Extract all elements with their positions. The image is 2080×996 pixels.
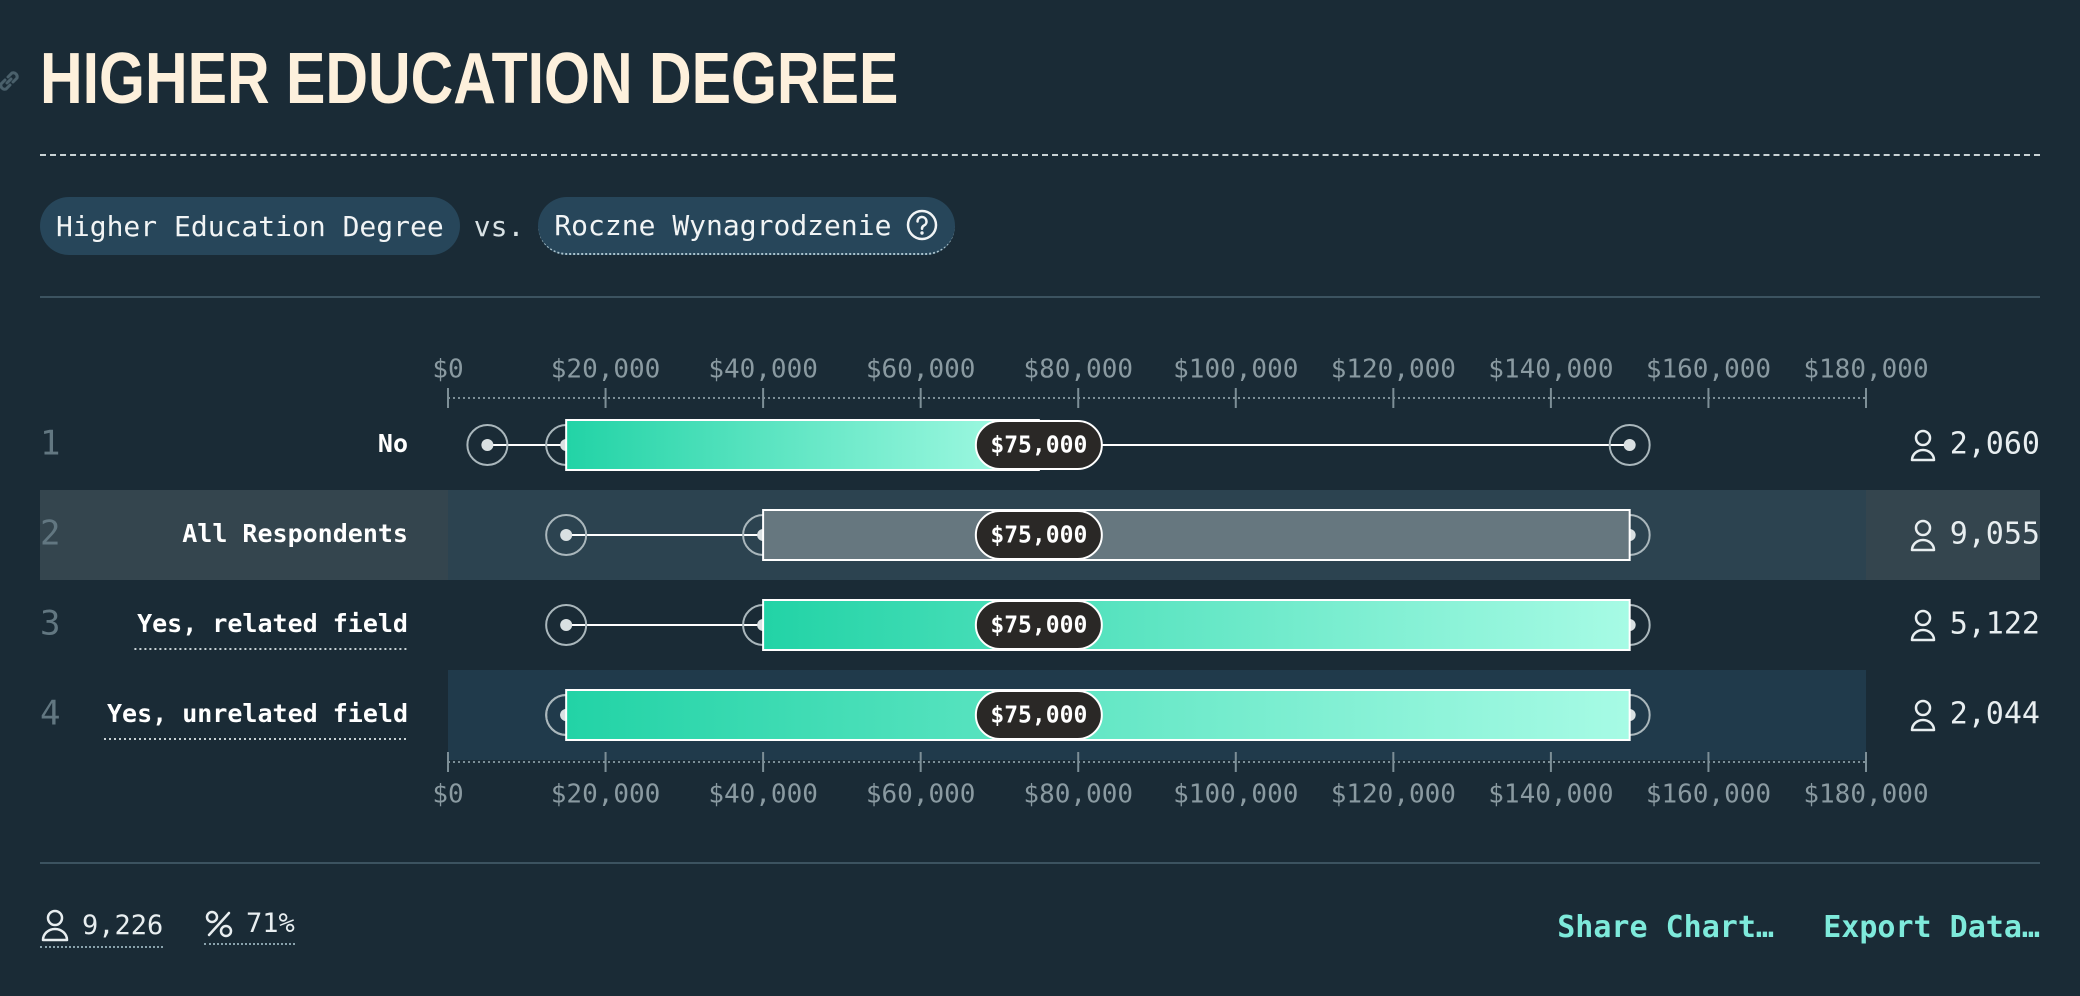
whisker-low-marker [466, 424, 509, 466]
person-icon-body [1910, 538, 1936, 552]
x-tick-label: $160,000 [1646, 355, 1771, 385]
person-icon-head [1914, 519, 1932, 537]
x-tick-label: $180,000 [1803, 780, 1928, 810]
row-rank: 1 [40, 424, 60, 464]
person-icon [1910, 609, 1936, 642]
footer-divider [40, 862, 2040, 864]
chart-row[interactable]: 3 Yes, related field $75,000 5,122 [40, 599, 2040, 651]
row-rank: 4 [40, 694, 60, 734]
x-tick-label: $100,000 [1173, 355, 1298, 385]
person-icon [41, 909, 69, 942]
chart-row[interactable]: 1 No $75,000 2,060 [40, 419, 2040, 471]
person-icon-head [1914, 699, 1932, 717]
median-badge[interactable] [974, 690, 1103, 740]
row-label: All Respondents [182, 519, 408, 548]
x-tick-label: $80,000 [1023, 780, 1133, 810]
x-tick-label: $120,000 [1331, 780, 1456, 810]
row-band-label [40, 490, 448, 580]
row-count: 5,122 [1950, 607, 2040, 642]
row-count: 2,044 [1950, 697, 2040, 732]
person-icon [1910, 429, 1936, 462]
person-icon [1910, 699, 1936, 732]
iqr-box[interactable] [565, 419, 1040, 471]
response-rate-value: 71% [246, 908, 295, 939]
iqr-box[interactable] [762, 509, 1631, 561]
row-label[interactable]: Yes, related field [137, 609, 408, 638]
row-label: No [378, 429, 408, 458]
title-divider [40, 154, 2040, 156]
primary-variable-label: Higher Education Degree [56, 209, 444, 243]
median-label: $75,000 [990, 703, 1087, 729]
x-tick-label: $160,000 [1646, 780, 1771, 810]
x-tick-label: $100,000 [1173, 780, 1298, 810]
secondary-variable-button[interactable]: Roczne Wynagrodzenie [538, 197, 956, 255]
person-icon-head [1914, 429, 1932, 447]
response-rate[interactable]: 71% [204, 908, 295, 945]
box-plot-chart: $0 $20,000 $40,000 $60,000 $80,000 $100,000 $1… [40, 355, 2040, 810]
chart-row[interactable]: 2 All Respondents $75,000 9,055 [40, 509, 2040, 561]
median-badge[interactable] [974, 600, 1103, 650]
percent-icon [205, 910, 233, 937]
export-data-link[interactable]: Export Data… [1823, 910, 2040, 945]
x-tick-label: $140,000 [1488, 780, 1613, 810]
person-icon-body [1910, 718, 1936, 732]
whisker-low-marker-dot [481, 439, 494, 451]
x-tick-label: $120,000 [1331, 355, 1456, 385]
median-badge[interactable] [974, 510, 1103, 560]
x-tick-label: $80,000 [1023, 355, 1133, 385]
x-tick-label: $0 [432, 355, 463, 385]
whisker-low-marker-dot [560, 619, 573, 631]
row-count: 9,055 [1950, 517, 2040, 552]
row-count: 2,060 [1950, 427, 2040, 462]
primary-variable-button[interactable]: Higher Education Degree [40, 197, 460, 255]
median-label: $75,000 [990, 433, 1087, 459]
x-tick-label: $60,000 [866, 780, 976, 810]
page-title: HIGHER EDUCATION DEGREE [40, 39, 899, 119]
x-tick-label: $40,000 [708, 780, 818, 810]
whisker-low-marker [545, 604, 588, 646]
whisker-low-marker-dot [560, 529, 573, 541]
x-tick-label: $20,000 [551, 780, 661, 810]
x-tick-label: $40,000 [708, 355, 818, 385]
person-icon [1910, 519, 1936, 552]
respondent-total[interactable]: 9,226 [40, 908, 164, 948]
header-divider [40, 296, 2040, 298]
row-rank: 3 [40, 604, 60, 644]
row-label[interactable]: Yes, unrelated field [107, 699, 408, 728]
person-icon-body [1910, 628, 1936, 642]
vs-label: vs. [473, 209, 525, 243]
x-tick-label: $20,000 [551, 355, 661, 385]
person-icon-body [1910, 448, 1936, 462]
median-badge[interactable] [974, 420, 1103, 470]
x-tick-label: $0 [432, 780, 463, 810]
row-band-count [1866, 490, 2040, 580]
iqr-box[interactable] [762, 599, 1631, 651]
x-tick-label: $60,000 [866, 355, 976, 385]
share-chart-link[interactable]: Share Chart… [1557, 910, 1774, 945]
x-tick-label: $180,000 [1803, 355, 1928, 385]
whisker-low-marker [545, 514, 588, 556]
variable-selectors: Higher Education Degree vs. Roczne Wynag… [40, 197, 956, 255]
x-tick-label: $140,000 [1488, 355, 1613, 385]
link-icon[interactable] [0, 66, 24, 96]
help-circle-icon[interactable] [905, 208, 939, 242]
secondary-variable-label: Roczne Wynagrodzenie [554, 208, 892, 242]
whisker-high-marker [1608, 424, 1651, 466]
whisker-high-marker-dot [1623, 439, 1636, 451]
person-icon-head [1914, 609, 1932, 627]
respondent-total-value: 9,226 [82, 909, 164, 941]
row-rank: 2 [40, 514, 60, 554]
median-label: $75,000 [990, 523, 1087, 549]
median-label: $75,000 [990, 613, 1087, 639]
chart-row[interactable]: 4 Yes, unrelated field $75,000 2,044 [40, 689, 2040, 741]
